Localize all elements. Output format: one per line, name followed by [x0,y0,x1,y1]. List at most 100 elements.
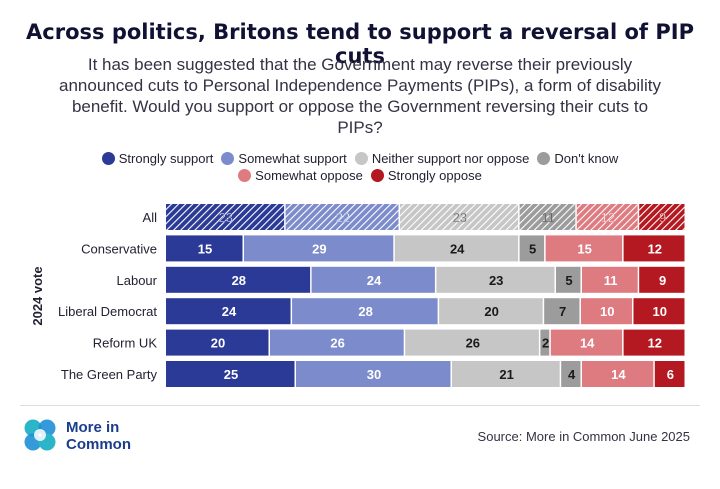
bar-segment-the-green-party-strongly-oppose [654,361,685,387]
bar-segment-labour-don-t-know [556,266,581,293]
bar-segment-labour-somewhat-oppose [582,266,638,293]
bar-hatch-overlay [166,204,285,230]
legend-label: Neither support nor oppose [371,151,530,166]
bar-segment-reform-uk-somewhat-support [270,329,404,356]
data-label-the-green-party-neither-support-nor-oppose: 21 [499,367,513,382]
brand-line-2: Common [66,436,131,453]
y-axis-title: 2024 vote [30,266,45,325]
bar-segment-labour-strongly-support [166,266,311,293]
bar-hatch-overlay [639,204,685,230]
bar-segment-liberal-democrat-don-t-know [544,298,580,325]
data-label-all-strongly-oppose: 9 [659,210,666,225]
source-note: Source: More in Common June 2025 [477,429,690,444]
legend-label: Strongly oppose [387,168,482,183]
bar-segment-conservative-neither-support-nor-oppose [394,235,519,262]
chart-legend: Strongly support Somewhat support Neither … [60,150,660,184]
bar-segment-labour-strongly-oppose [639,266,685,293]
bar-hatch-overlay [576,204,638,230]
bar-segment-labour-somewhat-support [311,266,435,293]
bar-segment-labour-neither-support-nor-oppose [436,266,555,293]
bar-hatch-overlay [285,204,399,230]
bar-segment-the-green-party-don-t-know [561,361,581,387]
data-label-the-green-party-somewhat-oppose: 14 [611,367,626,382]
data-label-labour-somewhat-oppose: 11 [604,273,618,288]
data-label-the-green-party-don-t-know: 4 [568,367,576,382]
legend-item-strongly-support: Strongly support [101,150,213,167]
data-label-conservative-somewhat-oppose: 15 [577,241,591,256]
bar-segment-conservative-somewhat-support [244,235,394,262]
bar-segment-liberal-democrat-somewhat-support [292,298,438,325]
bar-segment-liberal-democrat-strongly-support [166,298,291,325]
data-label-labour-neither-support-nor-oppose: 23 [489,273,503,288]
bar-segment-the-green-party-neither-support-nor-oppose [452,361,560,387]
data-label-conservative-neither-support-nor-oppose: 24 [450,241,465,256]
data-label-liberal-democrat-somewhat-oppose: 10 [600,304,614,319]
category-label-liberal-democrat: Liberal Democrat [58,304,157,319]
data-label-labour-strongly-oppose: 9 [659,273,666,288]
data-label-all-don-t-know: 11 [541,210,555,225]
category-label-labour: Labour [117,273,158,288]
data-label-conservative-strongly-oppose: 12 [648,241,662,256]
data-label-conservative-somewhat-support: 29 [312,241,326,256]
data-label-all-strongly-support: 23 [219,210,233,225]
data-label-liberal-democrat-strongly-oppose: 10 [653,304,667,319]
bar-segment-reform-uk-strongly-support [166,329,269,356]
legend-swatch [354,152,368,165]
legend-label: Somewhat oppose [255,168,363,183]
legend-label: Don't know [554,151,619,166]
legend-swatch [238,169,252,182]
data-label-liberal-democrat-neither-support-nor-oppose: 20 [484,304,498,319]
chart-title: Across politics, Britons tend to support… [26,20,694,68]
data-label-reform-uk-somewhat-support: 26 [330,336,344,351]
bar-segment-conservative-strongly-oppose [623,235,685,262]
bar-segment-conservative-don-t-know [519,235,545,262]
category-label-the-green-party: The Green Party [61,367,158,382]
data-label-reform-uk-strongly-support: 20 [211,336,225,351]
data-label-reform-uk-strongly-oppose: 12 [648,336,662,351]
legend-swatch [537,152,551,165]
data-label-all-somewhat-oppose: 12 [601,210,615,225]
legend-item-neither-support-nor-oppose: Neither support nor oppose [354,150,530,167]
legend-item-don-t-know: Don't know [537,150,618,167]
bar-segment-the-green-party-strongly-support [166,361,295,387]
legend-item-somewhat-oppose: Somewhat oppose [238,167,363,184]
data-label-conservative-strongly-support: 15 [198,241,212,256]
brand-name: More in Common [66,419,131,453]
bar-segment-conservative-somewhat-oppose [545,235,623,262]
bar-segment-reform-uk-strongly-oppose [623,329,685,356]
bar-segment-the-green-party-somewhat-oppose [582,361,654,387]
category-label-conservative: Conservative [81,241,157,256]
data-label-liberal-democrat-somewhat-support: 28 [358,304,372,319]
legend-swatch [221,152,235,165]
bar-hatch-overlay [400,204,519,230]
footer-divider [20,405,700,406]
bar-segment-conservative-strongly-support [166,235,243,262]
data-label-liberal-democrat-don-t-know: 7 [559,304,566,319]
bar-segment-the-green-party-somewhat-support [296,361,451,387]
bar-segment-reform-uk-somewhat-oppose [550,329,623,356]
more-in-common-logo-icon [24,419,56,451]
data-label-conservative-don-t-know: 5 [529,241,536,256]
bar-segment-liberal-democrat-strongly-oppose [633,298,685,325]
legend-label: Somewhat support [238,151,347,166]
data-label-labour-strongly-support: 28 [232,273,246,288]
chart-subtitle: It has been suggested that the Governmen… [59,55,661,137]
legend-swatch [370,169,384,182]
bar-segment-liberal-democrat-neither-support-nor-oppose [439,298,543,325]
data-label-the-green-party-somewhat-support: 30 [367,367,381,382]
data-label-all-somewhat-support: 22 [336,210,350,225]
data-label-reform-uk-neither-support-nor-oppose: 26 [466,336,480,351]
bar-segment-reform-uk-neither-support-nor-oppose [405,329,539,356]
legend-item-somewhat-support: Somewhat support [221,150,347,167]
data-label-liberal-democrat-strongly-support: 24 [222,304,237,319]
data-label-reform-uk-don-t-know: 2 [542,336,549,351]
bar-segment-reform-uk-don-t-know [540,329,550,356]
data-label-the-green-party-strongly-oppose: 6 [667,367,674,382]
category-label-all: All [143,210,158,225]
brand-line-1: More in [66,419,120,436]
data-label-the-green-party-strongly-support: 25 [224,367,238,382]
data-label-labour-don-t-know: 5 [565,273,572,288]
legend-item-strongly-oppose: Strongly oppose [370,167,482,184]
legend-swatch [101,152,115,165]
